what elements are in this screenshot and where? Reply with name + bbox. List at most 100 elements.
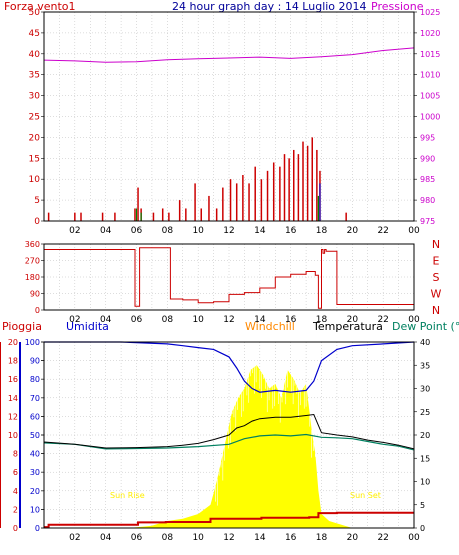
- dewpoint-line: [43, 433, 415, 451]
- wind-tick-label: 15: [29, 154, 40, 164]
- direction-x-tick-label: 18: [316, 315, 328, 325]
- rain-tick-label: 2: [13, 505, 18, 514]
- humidity-tick-label: 90: [30, 357, 40, 366]
- sunset-label: Sun Set: [350, 491, 381, 500]
- direction-compass-label: W: [431, 288, 442, 301]
- climate-x-tick-label: 04: [100, 533, 112, 543]
- page-title: 24 hour graph day : 14 Luglio 2014: [172, 0, 367, 13]
- temperature-line: [43, 413, 415, 450]
- wind-x-tick-label: 20: [347, 226, 359, 236]
- humidity-tick-label: 60: [30, 412, 40, 421]
- direction-x-tick-label: 04: [100, 315, 112, 325]
- direction-x-tick-label: 10: [192, 315, 204, 325]
- direction-compass-label: E: [433, 255, 440, 268]
- pressure-tick-label: 985: [420, 175, 435, 184]
- direction-x-tick-label: 22: [377, 315, 388, 325]
- wind-direction-line: [44, 247, 414, 309]
- humidity-legend: Umidita: [66, 320, 109, 333]
- sunrise-label: Sun Rise: [110, 491, 145, 500]
- humidity-tick-label: 100: [25, 338, 40, 347]
- temperature-tick-label: 25: [420, 408, 430, 417]
- direction-x-tick-label: 06: [131, 315, 143, 325]
- wind-x-tick-label: 12: [223, 226, 234, 236]
- wind-x-tick-label: 14: [254, 226, 266, 236]
- humidity-tick-label: 30: [30, 468, 40, 477]
- direction-x-tick-label: 20: [347, 315, 359, 325]
- wind-tick-label: 20: [29, 133, 41, 143]
- solar-radiation-area: [128, 365, 353, 528]
- wind-x-tick-label: 04: [100, 226, 112, 236]
- rain-tick-label: 18: [8, 357, 18, 366]
- climate-x-tick-label: 16: [285, 533, 297, 543]
- rain-tick-label: 20: [8, 338, 18, 347]
- pressure-axis-title: Pressione: [371, 0, 424, 13]
- direction-x-tick-label: 14: [254, 315, 266, 325]
- pressure-tick-label: 1005: [420, 92, 440, 101]
- dewpoint-legend: Dew Point (°C: [392, 320, 459, 333]
- temperature-tick-label: 20: [420, 431, 430, 440]
- direction-x-tick-label: 12: [223, 315, 234, 325]
- climate-x-tick-label: 06: [131, 533, 143, 543]
- temperature-tick-label: 15: [420, 454, 430, 463]
- climate-x-tick-label: 12: [223, 533, 234, 543]
- wind-axis-title: Forza vento1: [4, 0, 76, 13]
- wind-x-tick-label: 02: [69, 226, 80, 236]
- climate-x-tick-label: 20: [347, 533, 359, 543]
- rain-line: [44, 511, 414, 529]
- rain-tick-label: 14: [8, 394, 18, 403]
- wind-tick-label: 50: [29, 8, 41, 18]
- wind-x-tick-label: 22: [377, 226, 388, 236]
- wind-tick-label: 5: [34, 196, 40, 206]
- direction-tick-label: 180: [25, 273, 40, 282]
- humidity-tick-label: 0: [35, 524, 40, 533]
- pressure-tick-label: 990: [420, 154, 435, 163]
- wind-x-tick-label: 18: [316, 226, 328, 236]
- direction-x-tick-label: 00: [408, 315, 420, 325]
- climate-x-tick-label: 18: [316, 533, 328, 543]
- pressure-tick-label: 1015: [420, 50, 440, 59]
- climate-x-tick-label: 00: [408, 533, 420, 543]
- wind-x-tick-label: 10: [192, 226, 204, 236]
- temperature-tick-label: 30: [420, 385, 430, 394]
- temperature-legend: Temperatura: [312, 320, 383, 333]
- direction-panel-frame: [43, 243, 415, 311]
- direction-x-tick-label: 08: [162, 315, 174, 325]
- climate-x-tick-label: 22: [377, 533, 388, 543]
- pressure-tick-label: 1025: [420, 8, 440, 17]
- pressure-tick-label: 1010: [420, 71, 440, 80]
- wind-tick-label: 30: [29, 92, 41, 102]
- chart-marks: 0510152025303540455097598098599099510001…: [0, 8, 442, 543]
- direction-tick-label: 90: [30, 290, 40, 299]
- rain-tick-label: 6: [13, 468, 18, 477]
- humidity-tick-label: 80: [30, 375, 40, 384]
- humidity-tick-label: 20: [30, 487, 40, 496]
- wind-panel-frame: [43, 11, 415, 222]
- temperature-tick-label: 10: [420, 478, 430, 487]
- climate-panel-frame: [43, 341, 415, 529]
- rain-tick-label: 8: [13, 450, 18, 459]
- direction-compass-label: N: [432, 238, 440, 251]
- humidity-tick-label: 50: [30, 431, 40, 440]
- humidity-tick-label: 40: [30, 450, 40, 459]
- pressure-tick-label: 1020: [420, 29, 440, 38]
- wind-tick-label: 10: [29, 175, 41, 185]
- pressure-line: [43, 47, 415, 63]
- direction-x-tick-label: 16: [285, 315, 297, 325]
- wind-tick-label: 35: [29, 71, 40, 81]
- wind-tick-label: 25: [29, 113, 40, 123]
- direction-tick-label: 0: [35, 306, 40, 315]
- rain-tick-label: 10: [8, 431, 18, 440]
- rain-tick-label: 0: [13, 524, 18, 533]
- temperature-tick-label: 0: [420, 524, 425, 533]
- temperature-tick-label: 35: [420, 361, 430, 370]
- climate-x-tick-label: 02: [69, 533, 80, 543]
- wind-x-tick-label: 06: [131, 226, 143, 236]
- humidity-line: [44, 341, 415, 393]
- direction-tick-label: 270: [25, 257, 40, 266]
- rain-tick-label: 16: [8, 375, 18, 384]
- temperature-tick-label: 5: [420, 501, 425, 510]
- climate-x-tick-label: 08: [162, 533, 174, 543]
- direction-x-tick-label: 02: [69, 315, 80, 325]
